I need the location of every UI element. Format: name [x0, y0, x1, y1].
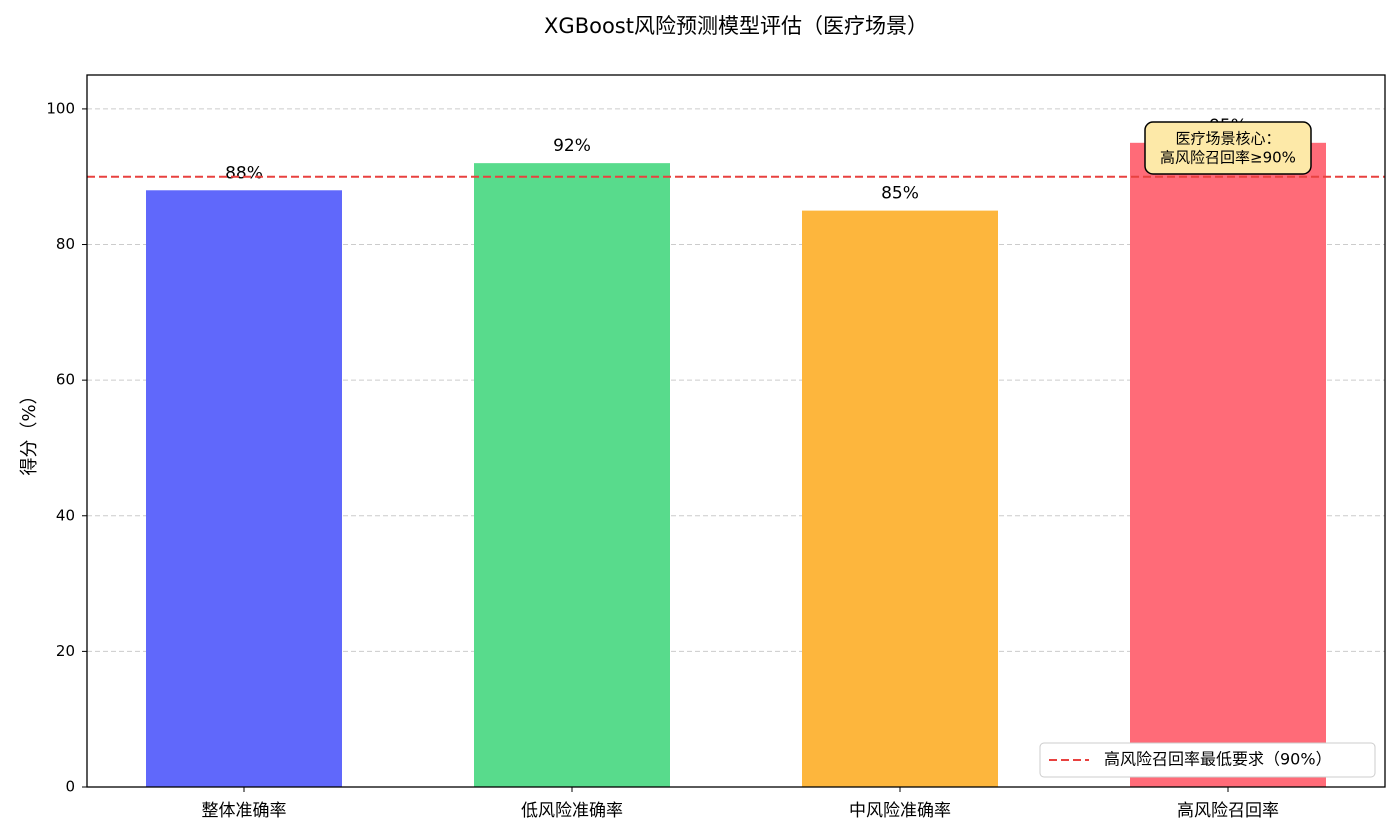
- plot-frame: [86, 74, 1386, 788]
- x-tick-label: 低风险准确率: [521, 801, 623, 821]
- y-tick-label: 60: [56, 371, 75, 389]
- bar: [1130, 142, 1326, 788]
- value-label: 88%: [225, 163, 263, 183]
- y-axis-label: 得分（%）: [19, 386, 40, 475]
- y-tick-label: 100: [46, 99, 75, 117]
- chart-title: XGBoost风险预测模型评估（医疗场景）: [544, 14, 928, 38]
- annotation-text: 医疗场景核心：: [1175, 130, 1280, 148]
- annotation-box: [1144, 121, 1312, 175]
- legend-label: 高风险召回率最低要求（90%）: [1104, 750, 1332, 769]
- legend-box: [1039, 742, 1376, 778]
- y-tick-label: 40: [56, 506, 75, 524]
- value-label: 85%: [881, 184, 919, 204]
- x-tick-label: 整体准确率: [202, 801, 287, 821]
- x-tick-label: 高风险召回率: [1177, 801, 1279, 821]
- value-label: 92%: [553, 136, 591, 156]
- bar: [146, 190, 342, 787]
- bar: [474, 163, 670, 788]
- bar: [802, 210, 998, 788]
- y-tick-label: 80: [56, 235, 75, 253]
- x-tick-label: 中风险准确率: [849, 801, 951, 821]
- annotation-text: 高风险召回率≥90%: [1160, 149, 1296, 167]
- y-tick-label: 20: [56, 642, 75, 660]
- y-tick-label: 0: [65, 778, 75, 796]
